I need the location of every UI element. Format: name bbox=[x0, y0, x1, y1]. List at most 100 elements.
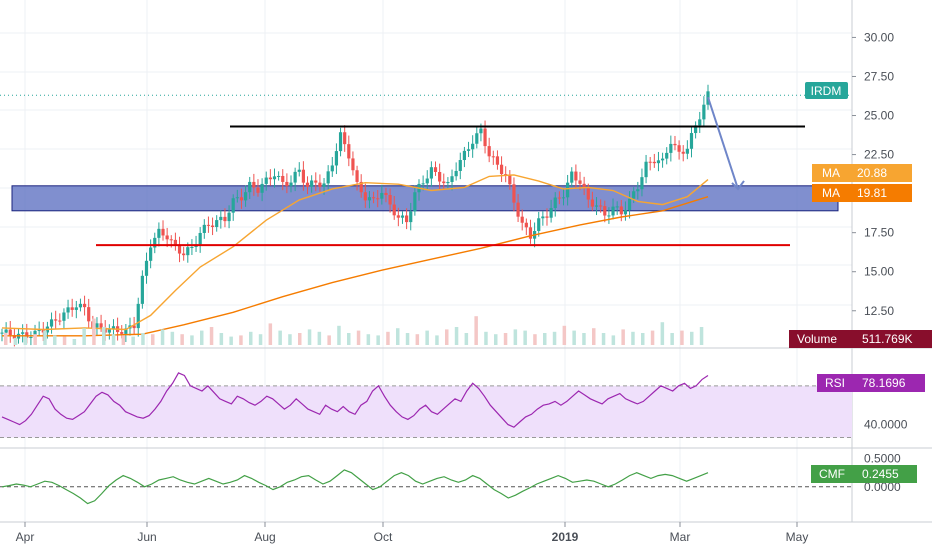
candle-body bbox=[561, 197, 566, 199]
volume-bar bbox=[405, 333, 410, 345]
candle-body bbox=[388, 194, 392, 205]
candle-body bbox=[524, 222, 528, 228]
candle-body bbox=[95, 323, 99, 328]
candle-body bbox=[359, 181, 363, 193]
candle-body bbox=[293, 171, 297, 183]
volume-bar bbox=[464, 333, 469, 345]
candle-body bbox=[541, 216, 545, 219]
candle-body bbox=[25, 332, 29, 338]
volume-bar bbox=[650, 330, 655, 345]
candle-body bbox=[305, 182, 310, 187]
candle-body bbox=[475, 133, 479, 144]
volume-bar bbox=[601, 333, 606, 345]
volume-bar bbox=[268, 323, 273, 345]
candle-body bbox=[471, 143, 475, 150]
volume-bar bbox=[209, 327, 214, 345]
volume-bar bbox=[72, 339, 77, 345]
time-axis[interactable]: Apr Jun Aug Oct 2019 Mar May bbox=[16, 522, 809, 544]
candle-body bbox=[578, 180, 582, 184]
candle-body bbox=[198, 232, 202, 245]
candle-body bbox=[70, 307, 74, 310]
candle-body bbox=[326, 171, 330, 184]
candle-body bbox=[504, 174, 508, 176]
volume-tag-label: Volume bbox=[797, 332, 837, 346]
candle-body bbox=[140, 275, 144, 304]
candle-body bbox=[190, 246, 194, 248]
candle-body bbox=[202, 224, 206, 233]
candle-body bbox=[607, 215, 611, 217]
arrow-head[interactable] bbox=[731, 180, 745, 191]
rsi-line bbox=[1, 372, 709, 428]
candle-body bbox=[62, 312, 66, 321]
volume-tag: Volume 511.769K bbox=[789, 330, 932, 348]
candle-body bbox=[425, 178, 429, 184]
candle-body bbox=[363, 192, 367, 201]
volume-bar bbox=[533, 334, 537, 345]
volume-tag-value: 511.769K bbox=[862, 332, 913, 346]
candle-body bbox=[615, 206, 619, 208]
candle-body bbox=[520, 216, 524, 223]
cmf-panel[interactable] bbox=[0, 469, 852, 505]
candle-body bbox=[58, 320, 62, 322]
candle-body bbox=[586, 188, 590, 200]
time-tick-label: Apr bbox=[16, 530, 35, 544]
candle-body bbox=[223, 216, 227, 222]
candle-body bbox=[144, 260, 149, 276]
candle-body bbox=[665, 152, 669, 159]
time-tick-label: Jun bbox=[137, 530, 156, 544]
volume-bar bbox=[62, 336, 67, 345]
price-panel[interactable] bbox=[0, 84, 852, 347]
candle-body bbox=[537, 218, 541, 232]
volume-bar bbox=[366, 334, 371, 345]
volume-bar bbox=[474, 316, 478, 345]
volume-bar bbox=[337, 325, 341, 345]
volume-bar bbox=[445, 329, 449, 345]
candle-body bbox=[318, 182, 322, 187]
candle-body bbox=[694, 125, 698, 134]
candle-body bbox=[260, 183, 264, 193]
arrow-shaft[interactable] bbox=[707, 96, 739, 190]
price-axis[interactable]: 30.0027.5025.0022.5020.0017.5015.0012.50… bbox=[852, 30, 908, 494]
volume-bar bbox=[386, 331, 390, 345]
candle-body bbox=[248, 181, 252, 193]
candle-body bbox=[677, 145, 681, 152]
cmf-tick-label: 0.5000 bbox=[864, 452, 901, 466]
candle-body bbox=[33, 330, 37, 337]
candle-body bbox=[462, 150, 467, 161]
candle-body bbox=[132, 325, 136, 329]
volume-bar bbox=[170, 331, 175, 345]
candle-body bbox=[594, 205, 599, 207]
candle-body bbox=[54, 319, 58, 321]
volume-bar bbox=[347, 333, 351, 345]
candle-body bbox=[413, 192, 417, 212]
candle-body bbox=[623, 209, 628, 215]
volume-bar bbox=[494, 334, 498, 345]
candle-body bbox=[466, 149, 471, 151]
rsi-panel[interactable] bbox=[0, 372, 852, 439]
candle-body bbox=[446, 181, 450, 184]
candle-body bbox=[173, 239, 178, 246]
price-tick-label: 12.50 bbox=[864, 304, 894, 318]
volume-bar bbox=[111, 334, 116, 345]
volume-bar bbox=[670, 333, 674, 345]
candle-body bbox=[310, 180, 314, 187]
candle-body bbox=[689, 133, 694, 149]
candle-body bbox=[182, 253, 186, 256]
time-tick-label: 2019 bbox=[552, 530, 579, 544]
candle-body bbox=[231, 198, 235, 213]
forecast-arrow[interactable] bbox=[707, 96, 745, 191]
candle-body bbox=[330, 165, 334, 172]
candle-body bbox=[487, 146, 491, 157]
volume-bar bbox=[23, 336, 28, 345]
candle-body bbox=[458, 160, 462, 171]
volume-bar bbox=[92, 318, 96, 345]
volume-bar bbox=[4, 333, 8, 345]
candle-body bbox=[21, 332, 25, 334]
candle-body bbox=[289, 182, 293, 187]
volume-bar bbox=[621, 329, 625, 345]
candle-body bbox=[235, 197, 239, 199]
candle-body bbox=[566, 182, 570, 198]
volume-bar bbox=[699, 327, 704, 345]
rsi-tag-label: RSI bbox=[825, 376, 845, 390]
